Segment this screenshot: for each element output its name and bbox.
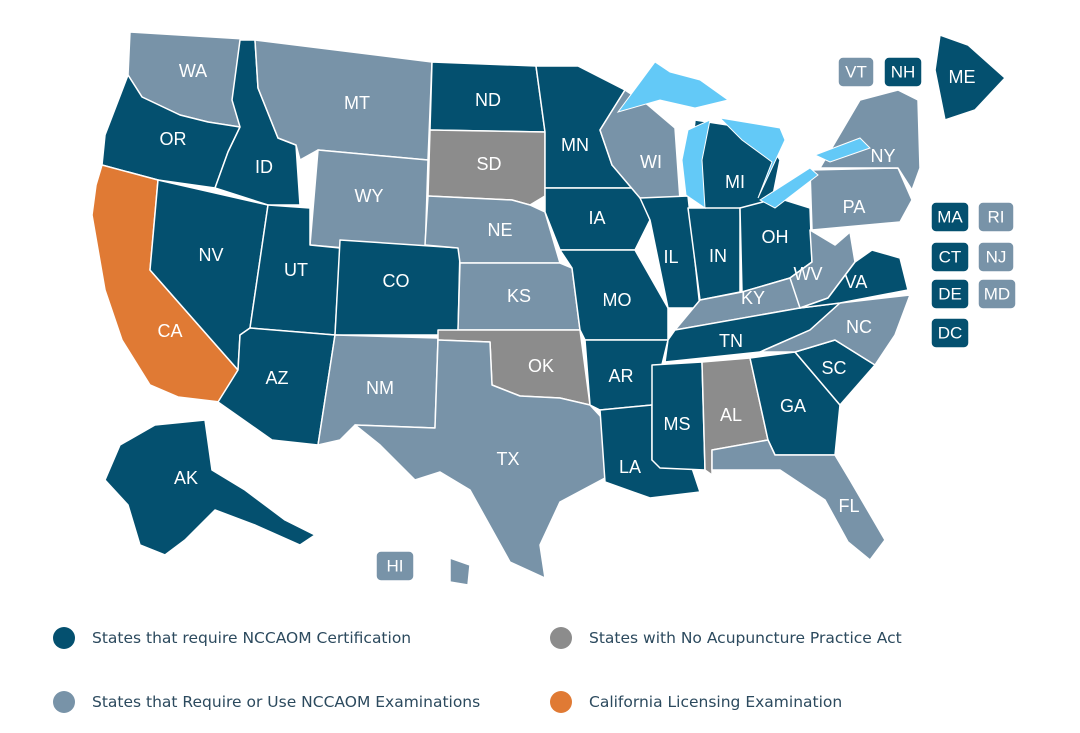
badge-label-vt: VT bbox=[845, 63, 867, 82]
state-va[interactable] bbox=[799, 249, 909, 309]
state-wy[interactable] bbox=[309, 149, 429, 256]
legend-label-certification: States that require NCCAOM Certification bbox=[92, 629, 412, 647]
badge-label-nh: NH bbox=[891, 63, 916, 82]
badge-dc[interactable]: DC bbox=[930, 317, 970, 349]
badge-md[interactable]: MD bbox=[977, 278, 1017, 310]
state-nd[interactable] bbox=[429, 61, 546, 133]
badge-ma[interactable]: MA bbox=[930, 201, 970, 233]
legend-dot-certification bbox=[53, 627, 75, 649]
state-ks[interactable] bbox=[457, 262, 581, 331]
legend-dot-examinations bbox=[53, 691, 75, 713]
lake-michigan bbox=[681, 119, 711, 209]
state-nc[interactable] bbox=[759, 294, 911, 366]
badge-label-ct: CT bbox=[939, 248, 962, 267]
great-lakes bbox=[616, 61, 871, 209]
legend-item-no-act: States with No Acupuncture Practice Act bbox=[550, 627, 902, 649]
legend-label-no-act: States with No Acupuncture Practice Act bbox=[589, 629, 902, 647]
badge-nj[interactable]: NJ bbox=[977, 241, 1015, 273]
states-layer bbox=[91, 31, 1006, 586]
state-ak[interactable] bbox=[104, 419, 316, 556]
state-il[interactable] bbox=[639, 195, 701, 309]
badge-label-de: DE bbox=[938, 285, 962, 304]
legend-item-examinations: States that Require or Use NCCAOM Examin… bbox=[53, 691, 480, 713]
lake-ontario bbox=[813, 137, 871, 163]
legend-label-examinations: States that Require or Use NCCAOM Examin… bbox=[92, 693, 481, 711]
state-me[interactable] bbox=[934, 34, 1006, 121]
state-hi[interactable] bbox=[449, 557, 471, 586]
state-ny[interactable] bbox=[819, 89, 921, 191]
legend: States that require NCCAOM Certification… bbox=[0, 600, 1080, 733]
state-co[interactable] bbox=[334, 239, 461, 336]
state-ia[interactable] bbox=[544, 187, 651, 251]
legend-item-certification: States that require NCCAOM Certification bbox=[53, 627, 411, 649]
badge-label-nj: NJ bbox=[986, 248, 1007, 267]
state-fl[interactable] bbox=[711, 439, 886, 561]
state-pa[interactable] bbox=[809, 167, 913, 231]
lake-erie bbox=[759, 167, 819, 209]
legend-item-california: California Licensing Examination bbox=[550, 691, 842, 713]
badge-vt[interactable]: VT bbox=[837, 56, 875, 88]
badge-ri[interactable]: RI bbox=[977, 201, 1015, 233]
badge-label-hi: HI bbox=[387, 557, 404, 576]
legend-label-california: California Licensing Examination bbox=[589, 693, 843, 711]
us-map: WA OR CA NV ID MT WY UT AZ CO NM ND SD N… bbox=[91, 31, 1017, 586]
state-wi[interactable] bbox=[599, 89, 681, 201]
legend-dot-no-act bbox=[550, 627, 572, 649]
badges-layer: VT NH MA RI CT NJ DE MD DC HI bbox=[375, 56, 1017, 582]
lake-superior bbox=[616, 61, 730, 113]
state-tx[interactable] bbox=[354, 339, 606, 579]
badge-nh[interactable]: NH bbox=[883, 56, 923, 88]
badge-de[interactable]: DE bbox=[930, 278, 970, 310]
badge-label-dc: DC bbox=[938, 324, 963, 343]
badge-label-ma: MA bbox=[937, 208, 963, 227]
lake-huron bbox=[718, 117, 786, 199]
state-ms[interactable] bbox=[651, 361, 706, 471]
state-sd[interactable] bbox=[427, 129, 546, 206]
badge-ct[interactable]: CT bbox=[930, 241, 970, 273]
badge-label-ri: RI bbox=[988, 208, 1005, 227]
legend-dot-california bbox=[550, 691, 572, 713]
badge-label-md: MD bbox=[984, 285, 1010, 304]
badge-hi[interactable]: HI bbox=[375, 550, 415, 582]
